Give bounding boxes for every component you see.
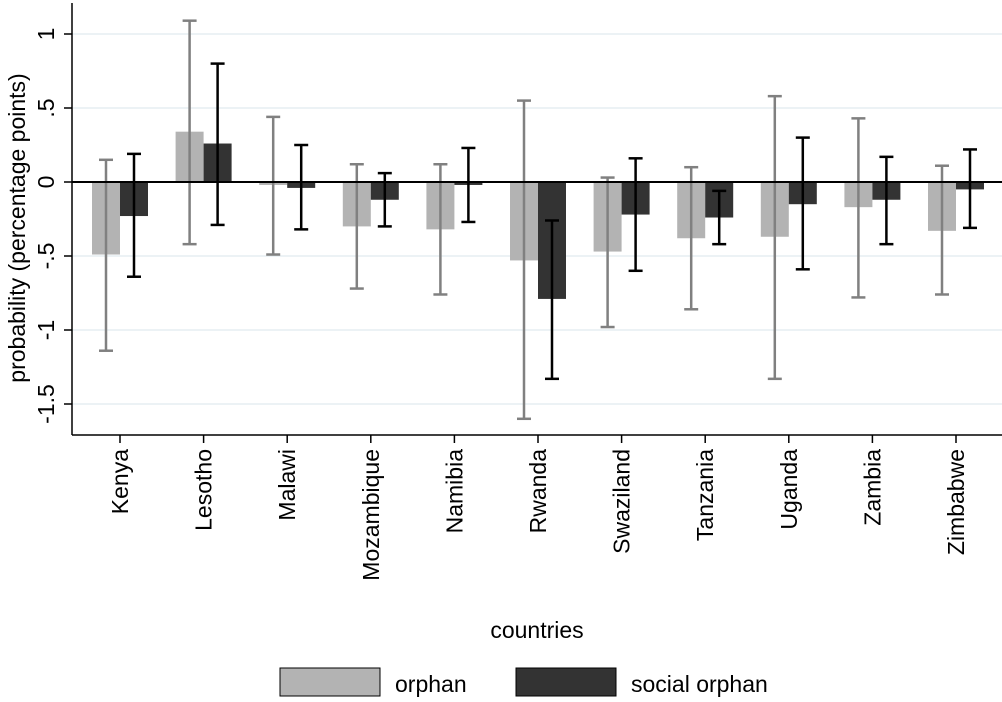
- error-bars: [99, 19, 977, 421]
- legend: orphan social orphan: [279, 667, 768, 697]
- x-tick-label: Mozambique: [358, 449, 384, 581]
- y-tick-label: -1: [33, 320, 59, 340]
- bars: [92, 131, 984, 299]
- y-axis-title: probability (percentage points): [4, 73, 30, 382]
- x-tick-label: Tanzania: [692, 449, 718, 541]
- legend-label-orphan: orphan: [395, 671, 467, 697]
- y-tick-label: 0: [33, 176, 59, 189]
- x-tick-labels: Kenya Lesotho Malawi Mozambique Namibia Rwand…: [107, 449, 969, 581]
- axes: [64, 3, 1002, 443]
- y-tick-label: -.5: [33, 243, 59, 270]
- legend-swatch-orphan: [279, 667, 381, 697]
- x-tick-label: Rwanda: [525, 449, 551, 534]
- x-tick-label: Kenya: [107, 449, 133, 514]
- x-tick-label: Zimbabwe: [943, 449, 969, 555]
- legend-swatch-social-orphan: [515, 667, 617, 697]
- x-tick-label: Namibia: [441, 449, 467, 534]
- y-tick-labels: 1 .5 0 -.5 -1 -1.5: [33, 28, 59, 424]
- legend-label-social-orphan: social orphan: [631, 671, 768, 697]
- x-tick-label: Lesotho: [191, 449, 217, 531]
- x-tick-label: Malawi: [274, 449, 300, 521]
- y-tick-label: -1.5: [33, 384, 59, 424]
- y-tick-label: 1: [33, 28, 59, 41]
- x-tick-label: Zambia: [859, 449, 885, 526]
- y-tick-label: .5: [33, 98, 59, 117]
- x-tick-label: Swaziland: [609, 449, 635, 554]
- x-axis-title: countries: [490, 617, 583, 643]
- x-tick-label: Uganda: [776, 449, 802, 530]
